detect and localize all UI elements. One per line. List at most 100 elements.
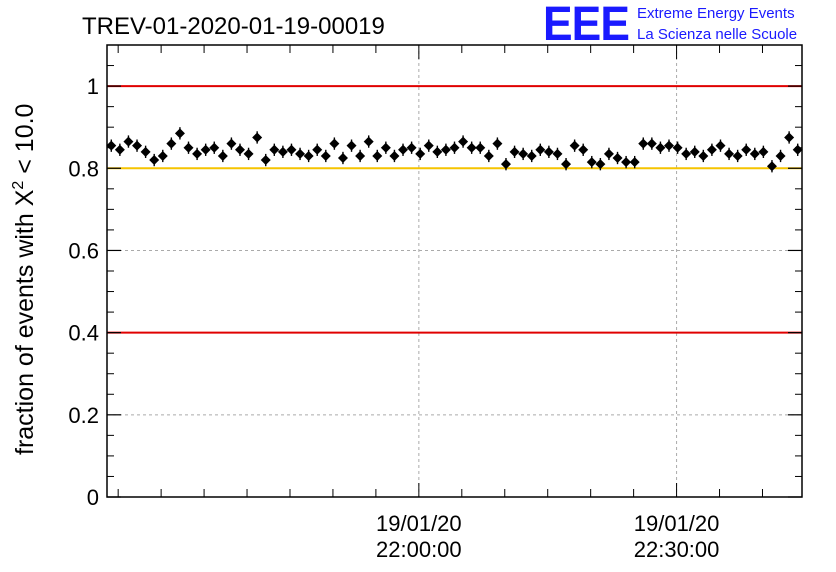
y-tick-label: 0.4 [68, 321, 99, 346]
data-point [269, 144, 280, 155]
data-point [303, 150, 314, 161]
data-point [415, 148, 426, 159]
y-tick-label: 0.8 [68, 156, 99, 181]
data-point [766, 161, 777, 172]
data-point [252, 132, 263, 143]
data-point [243, 148, 254, 159]
data-point [784, 132, 795, 143]
data-point [149, 155, 160, 166]
data-point [200, 144, 211, 155]
data-point [561, 159, 572, 170]
data-point [217, 150, 228, 161]
data-point [732, 150, 743, 161]
data-point [363, 136, 374, 147]
data-point [758, 146, 769, 157]
data-point [526, 150, 537, 161]
x-tick-time: 22:00:00 [376, 537, 462, 562]
data-point [355, 150, 366, 161]
data-point [724, 148, 735, 159]
data-point [655, 142, 666, 153]
data-point [706, 144, 717, 155]
data-point [320, 150, 331, 161]
data-point [157, 150, 168, 161]
data-point [286, 144, 297, 155]
data-point [260, 155, 271, 166]
data-point [398, 144, 409, 155]
logo-line-2: La Scienza nelle Scuole [637, 26, 797, 43]
y-tick-label: 0.6 [68, 238, 99, 263]
data-point [132, 140, 143, 151]
data-point [192, 148, 203, 159]
data-point [423, 140, 434, 151]
data-point [741, 144, 752, 155]
data-point [209, 142, 220, 153]
x-tick-date: 19/01/20 [634, 511, 720, 536]
data-point [586, 157, 597, 168]
data-point [603, 148, 614, 159]
data-point [629, 157, 640, 168]
data-point [595, 159, 606, 170]
y-tick-label: 0 [87, 485, 99, 510]
data-point [552, 148, 563, 159]
data-point [535, 144, 546, 155]
data-point [689, 146, 700, 157]
data-point [672, 142, 683, 153]
data-point [440, 144, 451, 155]
data-point [621, 157, 632, 168]
y-axis-label-suffix: < 10.0 [11, 104, 39, 181]
data-point [183, 142, 194, 153]
data-point [337, 153, 348, 163]
data-point [792, 144, 803, 155]
data-point [475, 142, 486, 153]
eee-logo: EEE [543, 0, 629, 51]
data-point [166, 138, 177, 149]
data-point [140, 146, 151, 157]
data-point [346, 140, 357, 151]
data-point [749, 148, 760, 159]
data-point [114, 144, 125, 155]
x-tick-time: 22:30:00 [634, 537, 720, 562]
data-point [106, 140, 117, 151]
y-axis-label: fraction of events with Χ2 < 10.0 [10, 104, 39, 455]
data-point [226, 138, 237, 149]
x-tick-date: 19/01/20 [376, 511, 462, 536]
logo-line-1: Extreme Energy Events [637, 5, 795, 22]
data-point [277, 146, 288, 157]
data-point [698, 150, 709, 161]
data-point [295, 148, 306, 159]
data-point [775, 150, 786, 161]
data-point [492, 138, 503, 149]
data-point [518, 148, 529, 159]
data-point [483, 150, 494, 161]
plot-area: 00.20.40.60.8119/01/2022:00:0019/01/2022… [68, 44, 803, 562]
data-point [380, 142, 391, 153]
data-point [432, 146, 443, 157]
data-point [715, 140, 726, 151]
data-point [406, 142, 417, 153]
data-point [174, 128, 185, 139]
data-point [646, 138, 657, 149]
data-point [329, 138, 340, 149]
data-point [578, 144, 589, 155]
data-point [543, 146, 554, 157]
data-point [500, 159, 511, 170]
data-point [569, 140, 580, 151]
data-point [458, 136, 469, 147]
data-point [612, 153, 623, 163]
data-point [234, 144, 245, 155]
plot-frame [106, 44, 803, 498]
data-point [312, 144, 323, 155]
data-point [449, 142, 460, 153]
data-point [123, 136, 134, 147]
y-tick-label: 0.2 [68, 403, 99, 428]
y-tick-label: 1 [87, 74, 99, 99]
chart-title: TREV-01-2020-01-19-00019 [82, 13, 385, 40]
data-point [372, 150, 383, 161]
data-point [466, 142, 477, 153]
data-point [681, 148, 692, 159]
y-axis-label-sup: 2 [10, 181, 27, 190]
data-point [664, 140, 675, 151]
data-point [509, 146, 520, 157]
y-axis-label-main: fraction of events with Χ [11, 189, 39, 455]
